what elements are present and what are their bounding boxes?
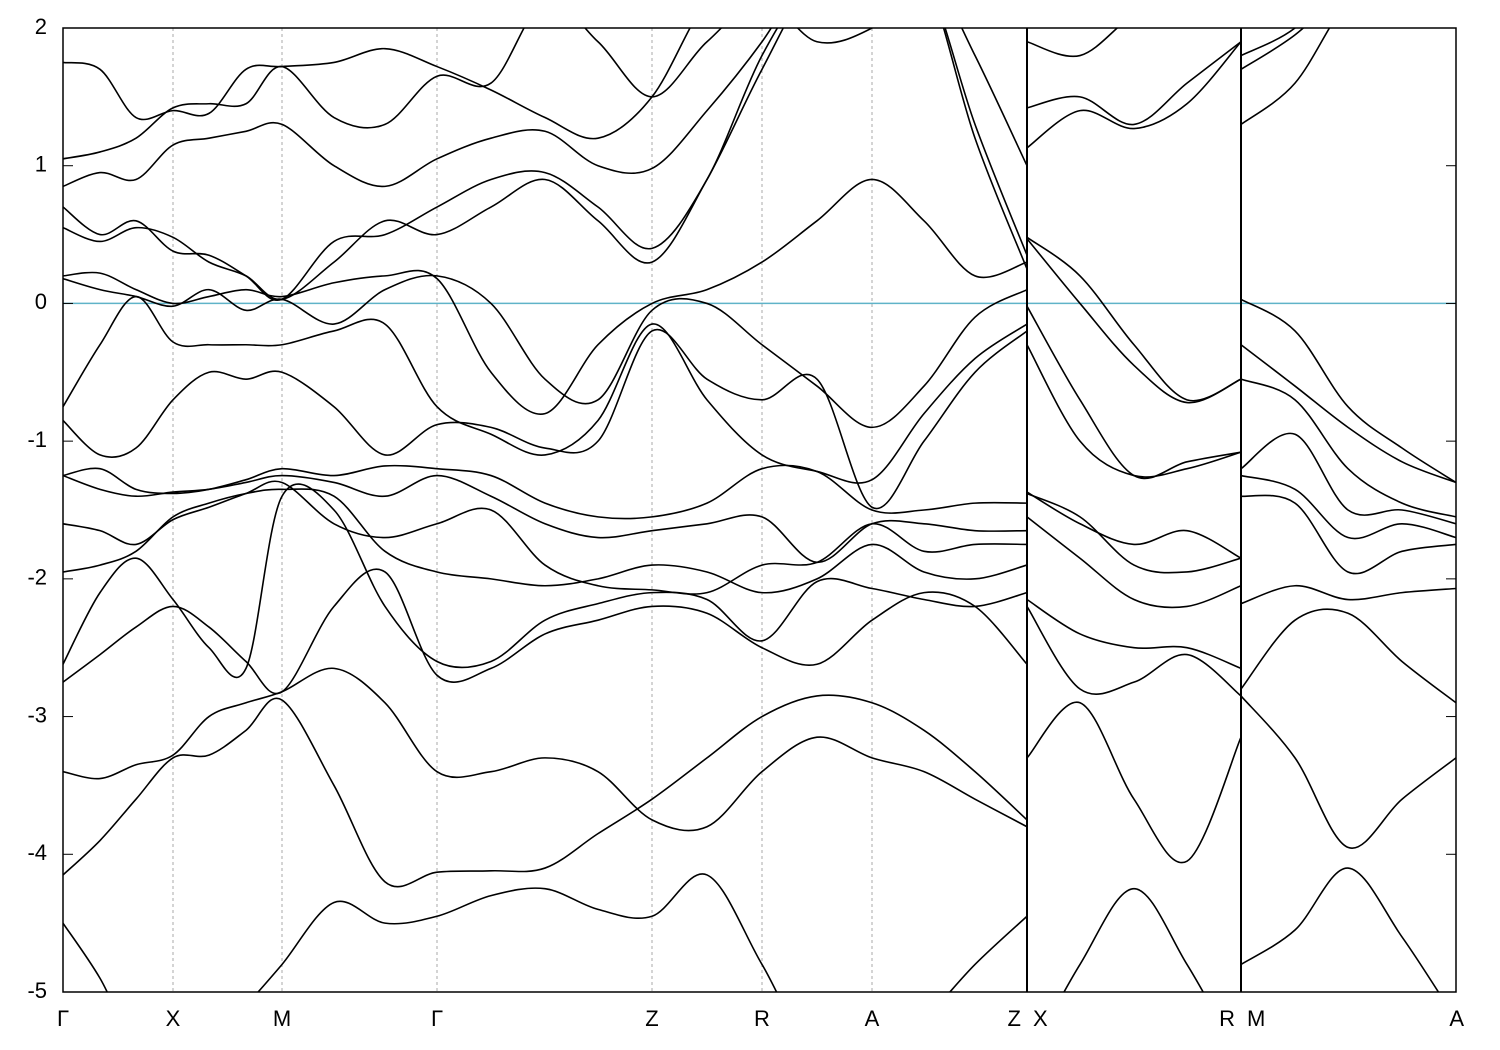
x-tick-label: A xyxy=(1449,1006,1464,1031)
bands-layer xyxy=(63,28,1456,992)
x-tick-label: X xyxy=(1033,1006,1048,1031)
band-line xyxy=(63,568,1456,695)
band-line xyxy=(63,694,1456,888)
y-tick-label: 2 xyxy=(35,14,47,39)
x-tick-label: Z xyxy=(1008,1006,1021,1031)
band-line xyxy=(63,344,1456,564)
x-tick-label: R xyxy=(754,1006,770,1031)
x-tick-label: A xyxy=(865,1006,880,1031)
band-line xyxy=(63,28,1028,302)
band-line xyxy=(63,474,1456,594)
y-tick-label: 0 xyxy=(35,289,47,314)
x-tick-label: X xyxy=(166,1006,181,1031)
grid-layer xyxy=(63,28,1456,992)
band-line xyxy=(63,305,1456,520)
band-line xyxy=(63,605,1456,832)
band-line xyxy=(63,483,1456,679)
y-tick-label: -3 xyxy=(27,702,47,727)
x-tick-label: Γ xyxy=(57,1006,69,1031)
band-line xyxy=(63,28,691,140)
band-line xyxy=(63,28,1119,301)
y-tick-label: -2 xyxy=(27,565,47,590)
y-tick-label: 1 xyxy=(35,152,47,177)
x-tick-label: Z xyxy=(645,1006,658,1031)
band-line xyxy=(63,432,1456,595)
band-line xyxy=(63,28,1028,188)
plot-frame xyxy=(62,27,1457,993)
y-tick-label: -1 xyxy=(27,427,47,452)
band-line xyxy=(63,867,1440,992)
x-tick-label: R xyxy=(1219,1006,1235,1031)
band-line xyxy=(63,28,1297,415)
y-tick-label: -4 xyxy=(27,840,47,865)
x-tick-label: M xyxy=(273,1006,291,1031)
x-tick-label: Γ xyxy=(431,1006,443,1031)
band-line xyxy=(63,28,874,160)
y-tick-label: -5 xyxy=(27,978,47,1003)
band-line xyxy=(63,238,1456,510)
band-line xyxy=(63,28,1331,484)
band-line xyxy=(63,28,1305,429)
x-tick-label: M xyxy=(1247,1006,1265,1031)
